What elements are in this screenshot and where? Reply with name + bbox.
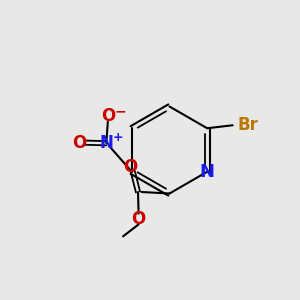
Text: Br: Br [237, 116, 258, 134]
Text: O: O [123, 158, 138, 175]
Text: −: − [114, 105, 126, 119]
Text: N: N [99, 134, 113, 152]
Text: O: O [101, 107, 115, 125]
Text: O: O [131, 210, 146, 228]
Text: +: + [112, 131, 123, 144]
Text: O: O [72, 134, 86, 152]
Text: N: N [200, 163, 215, 181]
